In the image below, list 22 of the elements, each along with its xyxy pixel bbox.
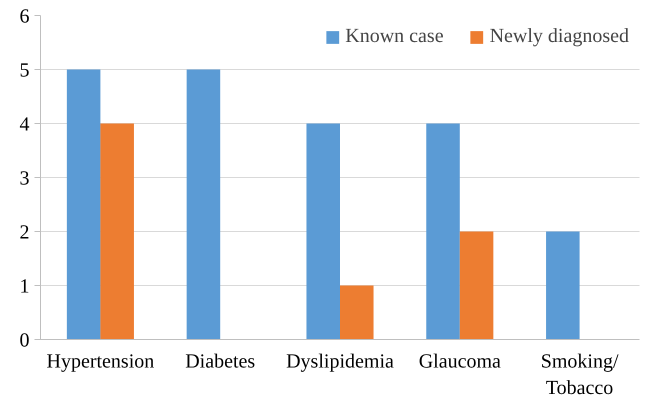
y-tick-label: 5 [20,60,30,82]
bar [100,124,134,340]
x-tick-label: Diabetes [185,350,256,372]
bar [306,124,340,340]
bar [340,286,374,340]
bar [186,70,220,340]
x-tick-label: Hypertension [46,350,154,372]
y-tick-label: 1 [20,276,30,298]
y-tick-label: 4 [20,114,30,136]
bar [460,232,494,340]
bar [66,70,100,340]
x-tick-label: Glaucoma [418,350,502,372]
y-tick-label: 2 [20,222,30,244]
bar [426,124,460,340]
legend-label: Newly diagnosed [490,25,629,48]
x-tick-label: Smoking/ Tobacco [540,350,619,399]
y-tick-label: 0 [20,330,30,352]
y-tick-label: 6 [20,6,30,28]
legend-label: Known case [345,25,444,48]
bar [546,232,580,340]
y-tick-label: 3 [20,168,30,190]
x-tick-label: Dyslipidemia [286,350,394,372]
